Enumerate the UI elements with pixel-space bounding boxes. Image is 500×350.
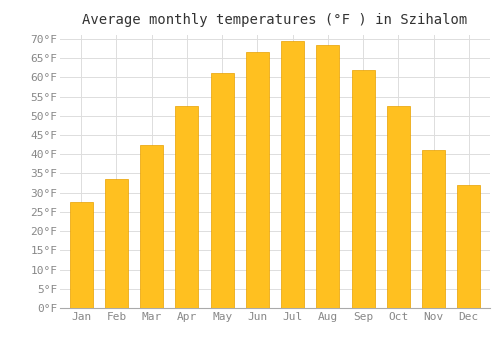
Bar xyxy=(281,41,304,308)
Bar xyxy=(140,145,163,308)
Bar xyxy=(70,202,92,308)
Bar xyxy=(387,106,410,308)
Bar xyxy=(352,70,374,308)
Bar xyxy=(176,106,199,308)
Bar xyxy=(316,44,340,308)
Bar xyxy=(246,52,269,308)
Title: Average monthly temperatures (°F ) in Szihalom: Average monthly temperatures (°F ) in Sz… xyxy=(82,13,468,27)
Bar xyxy=(458,185,480,308)
Bar xyxy=(105,179,128,308)
Bar xyxy=(210,74,234,308)
Bar xyxy=(422,150,445,308)
